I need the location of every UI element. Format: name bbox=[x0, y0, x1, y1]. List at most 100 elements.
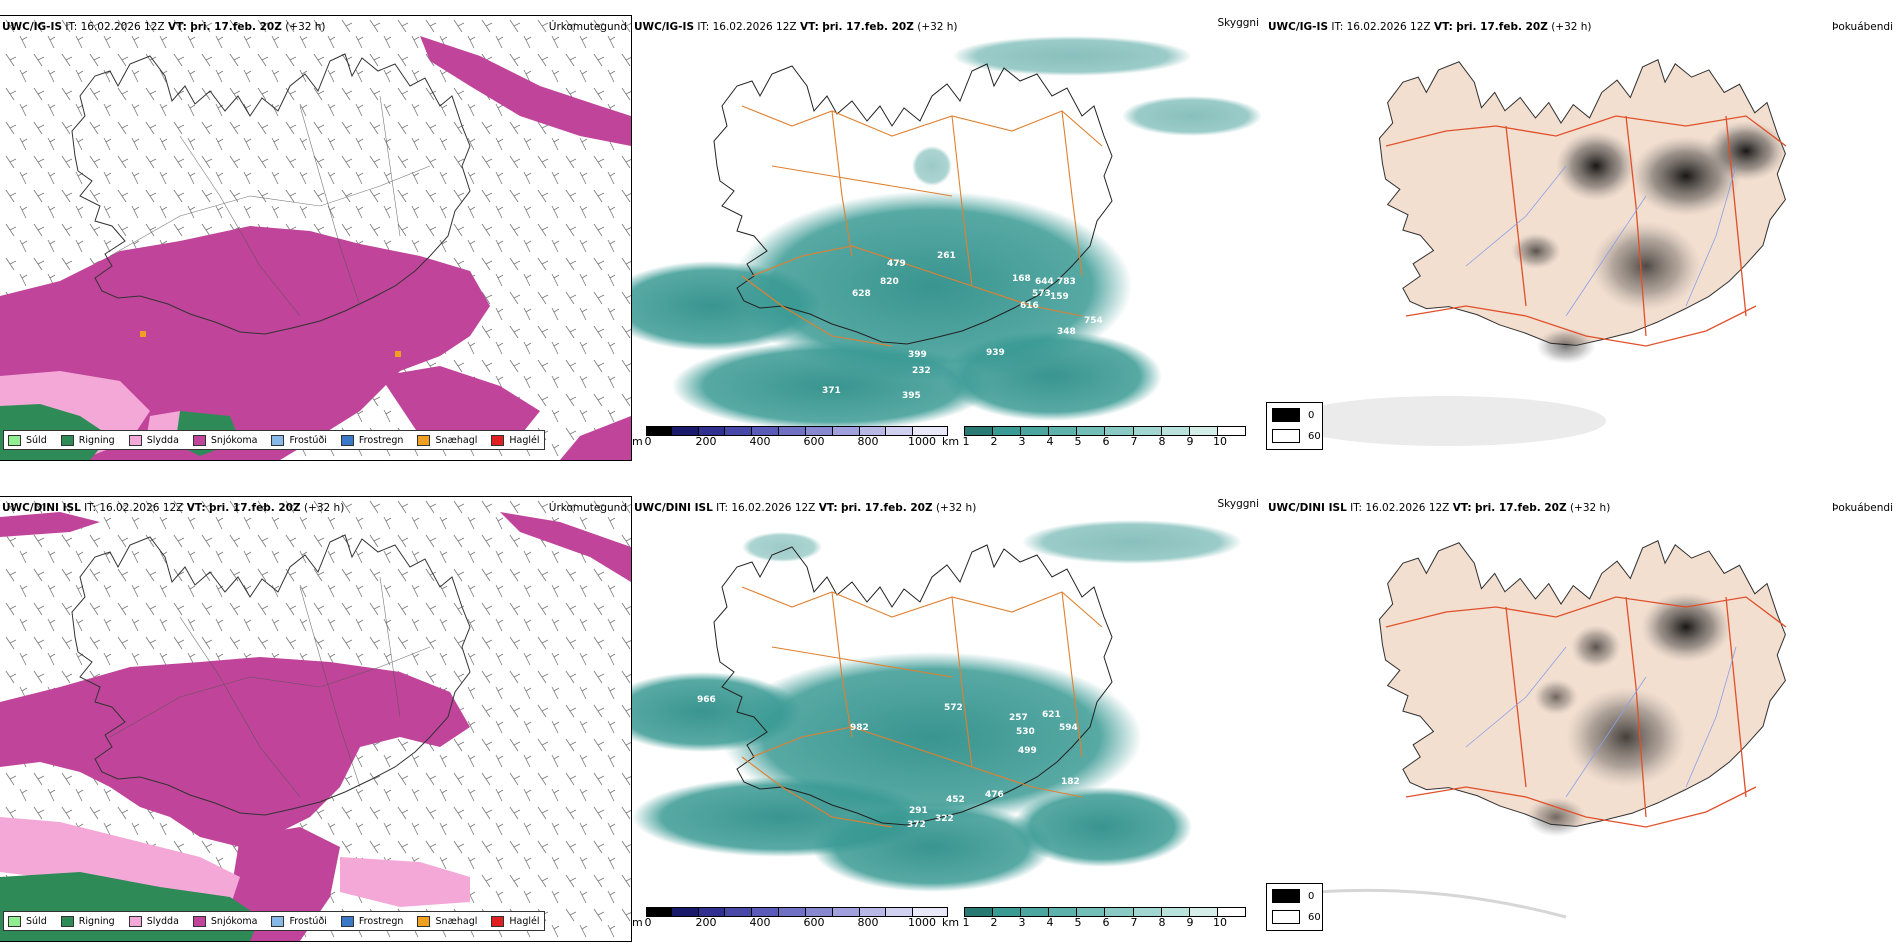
snow-band-north bbox=[420, 36, 631, 146]
legend-swatch bbox=[60, 915, 74, 927]
ceiling-label: 476 bbox=[985, 790, 1004, 800]
legend-item: Rigning bbox=[60, 915, 115, 927]
panel-title: Skyggni bbox=[1217, 17, 1260, 29]
panel-title: Þokuábendi bbox=[1832, 502, 1893, 514]
legend-swatch bbox=[340, 434, 354, 446]
ceiling-label: 371 bbox=[822, 386, 841, 396]
legend-swatch bbox=[491, 434, 505, 446]
legend-swatch bbox=[417, 915, 431, 927]
rivers bbox=[1465, 165, 1737, 317]
legend-item: Rigning bbox=[60, 434, 115, 446]
legend-item: Snjókoma bbox=[192, 915, 257, 927]
road-network bbox=[741, 105, 1103, 347]
snow-band-east bbox=[560, 416, 631, 460]
panel-header: UWC/IG-IS IT: 16.02.2026 12Z VT: þri. 17… bbox=[2, 21, 326, 33]
legend-item: Snjókoma bbox=[192, 434, 257, 446]
fog-panel-bottom: UWC/DINI ISL IT: 16.02.2026 12Z VT: þri.… bbox=[1266, 497, 1897, 941]
ceiling-label: 365 bbox=[1002, 186, 1021, 196]
legend-swatch bbox=[271, 434, 285, 446]
sleet-southeast bbox=[340, 857, 470, 907]
ceiling-label: 616 bbox=[1020, 301, 1039, 311]
ceiling-label: 572 bbox=[944, 703, 963, 713]
legend-swatch bbox=[271, 915, 285, 927]
legend-item: Haglél bbox=[491, 434, 540, 446]
legend-swatch bbox=[192, 434, 206, 446]
ceiling-label: 291 bbox=[909, 806, 928, 816]
precip-type-map-top bbox=[0, 16, 631, 460]
ceiling-label: 232 bbox=[912, 366, 931, 376]
road-network bbox=[1385, 596, 1787, 828]
visibility-colorbar: km 1 2 3 4 5 6 7 8 9 10 bbox=[942, 426, 1247, 452]
legend-swatch bbox=[417, 434, 431, 446]
snow-southeast bbox=[380, 366, 540, 446]
legend-item: Frostúði bbox=[271, 434, 327, 446]
ceiling-label: 644 bbox=[1035, 277, 1054, 287]
ceiling-label: 261 bbox=[937, 251, 956, 261]
ceiling-label: 395 bbox=[902, 391, 921, 401]
legend-swatch bbox=[491, 915, 505, 927]
legend-item: Slydda bbox=[128, 434, 179, 446]
legend-item: Frostregn bbox=[340, 915, 403, 927]
ceiling-label: 322 bbox=[935, 814, 954, 824]
ceiling-label: 754 bbox=[1084, 316, 1103, 326]
legend-swatch bbox=[60, 434, 74, 446]
fog-panel-top: UWC/IG-IS IT: 16.02.2026 12Z VT: þri. 17… bbox=[1266, 16, 1897, 460]
legend-item: Snæhagl bbox=[417, 915, 477, 927]
legend-swatch bbox=[128, 434, 142, 446]
legend-item: Slydda bbox=[128, 915, 179, 927]
fog-legend: 0 60 bbox=[1266, 883, 1323, 931]
legend-swatch bbox=[8, 915, 21, 927]
fog-map-top bbox=[1266, 16, 1897, 460]
legend-item: Frostregn bbox=[340, 434, 403, 446]
ceiling-label: 372 bbox=[907, 820, 926, 830]
cloudbase-colorbar: m 0 200 400 600 800 1000 bbox=[632, 907, 948, 933]
ceiling-label: 168 bbox=[1012, 274, 1031, 284]
panel-title: Skyggni bbox=[1217, 498, 1260, 510]
snow-band-north bbox=[0, 512, 100, 537]
precip-type-panel-top: UWC/IG-IS IT: 16.02.2026 12Z VT: þri. 17… bbox=[0, 15, 632, 461]
rivers bbox=[1465, 646, 1737, 798]
ceiling-label: 621 bbox=[1042, 710, 1061, 720]
road-network bbox=[1385, 115, 1787, 347]
fog-legend: 0 60 bbox=[1266, 402, 1323, 450]
ceiling-label: 573 bbox=[1032, 289, 1051, 299]
visibility-map-bottom: 966 572 982 257 621 594 530 499 476 182 … bbox=[632, 497, 1263, 941]
panel-header: UWC/DINI ISL IT: 16.02.2026 12Z VT: þri.… bbox=[634, 502, 977, 514]
ceiling-label: 982 bbox=[850, 723, 869, 733]
ceiling-label: 966 bbox=[697, 695, 716, 705]
ceiling-label: 399 bbox=[908, 350, 927, 360]
ceiling-labels: 479 261 820 628 168 644 783 573 159 616 … bbox=[822, 186, 1103, 401]
ceiling-label: 530 bbox=[1016, 727, 1035, 737]
panel-title: Úrkomutegund bbox=[548, 502, 627, 514]
ceiling-label: 479 bbox=[887, 259, 906, 269]
snow-band-northeast bbox=[500, 512, 631, 582]
visibility-panel-top: 479 261 820 628 168 644 783 573 159 616 … bbox=[632, 16, 1263, 460]
panel-header: UWC/IG-IS IT: 16.02.2026 12Z VT: þri. 17… bbox=[1268, 21, 1592, 33]
legend-item: Súld bbox=[8, 434, 47, 446]
ceiling-label: 499 bbox=[1018, 746, 1037, 756]
ceiling-label: 783 bbox=[1057, 277, 1076, 287]
panel-title: Þokuábendi bbox=[1832, 21, 1893, 33]
precip-type-map-bottom bbox=[0, 497, 631, 941]
ceiling-label: 594 bbox=[1059, 723, 1078, 733]
legend-item: Snæhagl bbox=[417, 434, 477, 446]
legend-swatch bbox=[8, 434, 21, 446]
legend-item: Súld bbox=[8, 915, 47, 927]
ceiling-label: 628 bbox=[852, 289, 871, 299]
ceiling-label: 348 bbox=[1057, 327, 1076, 337]
snow-main bbox=[0, 657, 470, 847]
visibility-colorbar: km 1 2 3 4 5 6 7 8 9 10 bbox=[942, 907, 1247, 933]
precip-legend: Súld Rigning Slydda Snjókoma Frostúði Fr… bbox=[3, 911, 545, 931]
panel-header: UWC/IG-IS IT: 16.02.2026 12Z VT: þri. 17… bbox=[634, 21, 958, 33]
panel-title: Úrkomutegund bbox=[548, 21, 627, 33]
visibility-panel-bottom: 966 572 982 257 621 594 530 499 476 182 … bbox=[632, 497, 1263, 941]
legend-swatch bbox=[340, 915, 354, 927]
visibility-map-top: 479 261 820 628 168 644 783 573 159 616 … bbox=[632, 16, 1263, 460]
panel-header: UWC/DINI ISL IT: 16.02.2026 12Z VT: þri.… bbox=[1268, 502, 1611, 514]
panel-header: UWC/DINI ISL IT: 16.02.2026 12Z VT: þri.… bbox=[2, 502, 345, 514]
ceiling-label: 257 bbox=[1009, 713, 1028, 723]
legend-swatch bbox=[192, 915, 206, 927]
legend-item: Haglél bbox=[491, 915, 540, 927]
fog-map-bottom bbox=[1266, 497, 1897, 941]
legend-item: Frostúði bbox=[271, 915, 327, 927]
